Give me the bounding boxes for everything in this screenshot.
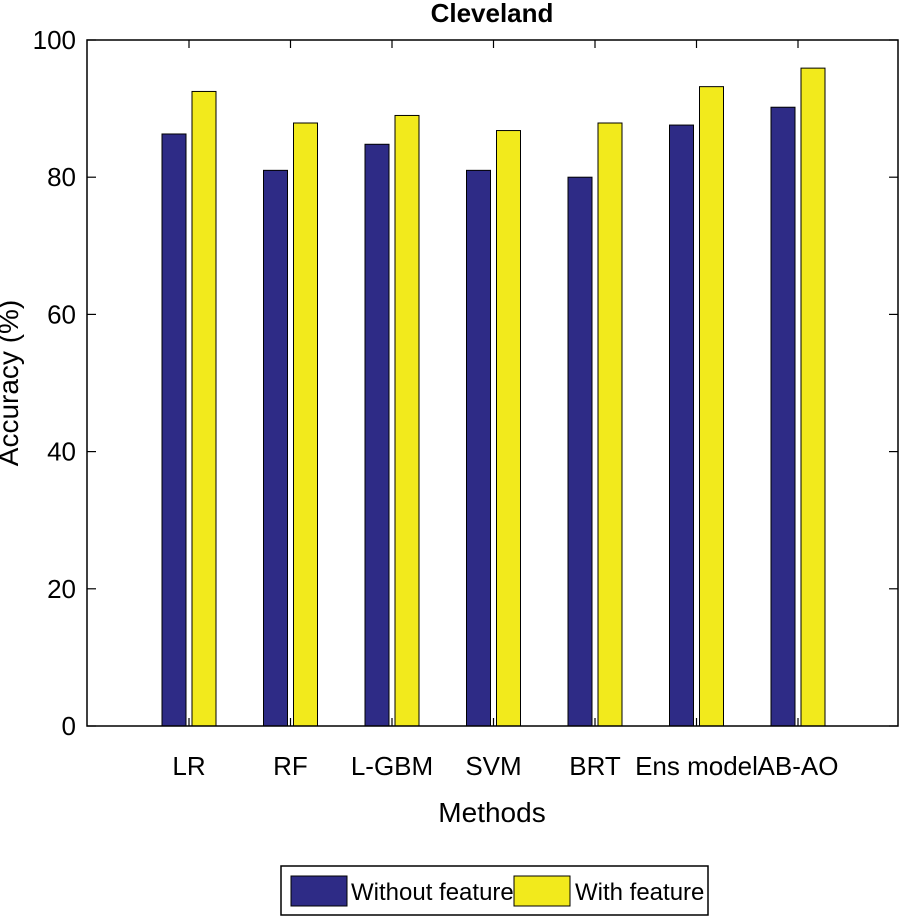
bar-rf-without-feature xyxy=(263,169,288,727)
bar-ab-ao-without-feature xyxy=(770,106,796,727)
legend-label-without-feature: Without feature xyxy=(351,879,514,906)
bar-ens-model-without-feature xyxy=(669,124,694,727)
legend-swatch-without-feature xyxy=(290,875,348,907)
x-axis: LR RF L-GBM SVM BRT Ens model AB-AO xyxy=(172,40,838,781)
y-axis: 0 20 40 60 80 100 xyxy=(33,25,898,741)
y-tick-label-60: 60 xyxy=(47,299,76,329)
y-axis-label: Accuracy (%) xyxy=(0,300,24,466)
bar-rf-with-feature xyxy=(293,122,318,727)
x-tick-label-brt: BRT xyxy=(569,751,621,781)
x-tick-label-lr: LR xyxy=(172,751,205,781)
bar-lr-with-feature xyxy=(191,90,217,727)
y-tick-label-40: 40 xyxy=(47,437,76,467)
bar-l-gbm-without-feature xyxy=(364,143,390,727)
bar-svm-without-feature xyxy=(466,169,491,727)
bar-ab-ao-with-feature xyxy=(800,67,826,727)
legend: Without feature With feature xyxy=(280,865,709,916)
x-axis-label: Methods xyxy=(438,797,545,828)
legend-swatch-with-feature xyxy=(513,875,571,907)
y-tick-label-80: 80 xyxy=(47,162,76,192)
x-tick-label-ab-ao: AB-AO xyxy=(758,751,839,781)
legend-box xyxy=(280,865,709,916)
x-tick-label-svm: SVM xyxy=(465,751,521,781)
y-tick-label-20: 20 xyxy=(47,574,76,604)
legend-label-with-feature: With feature xyxy=(575,879,704,906)
plot-area-frame xyxy=(86,39,899,727)
x-tick-label-ens-model: Ens model xyxy=(635,751,758,781)
x-tick-label-rf: RF xyxy=(273,751,308,781)
bars-group xyxy=(161,67,826,727)
bar-lr-without-feature xyxy=(161,133,187,727)
bar-brt-with-feature xyxy=(597,122,623,727)
bar-svm-with-feature xyxy=(496,130,521,727)
bar-brt-without-feature xyxy=(567,176,593,727)
bar-ens-model-with-feature xyxy=(699,86,724,727)
bar-l-gbm-with-feature xyxy=(394,114,420,727)
y-tick-label-0: 0 xyxy=(62,711,76,741)
chart-title: Cleveland xyxy=(431,0,554,28)
y-tick-label-100: 100 xyxy=(33,25,76,55)
x-tick-label-l-gbm: L-GBM xyxy=(351,751,433,781)
